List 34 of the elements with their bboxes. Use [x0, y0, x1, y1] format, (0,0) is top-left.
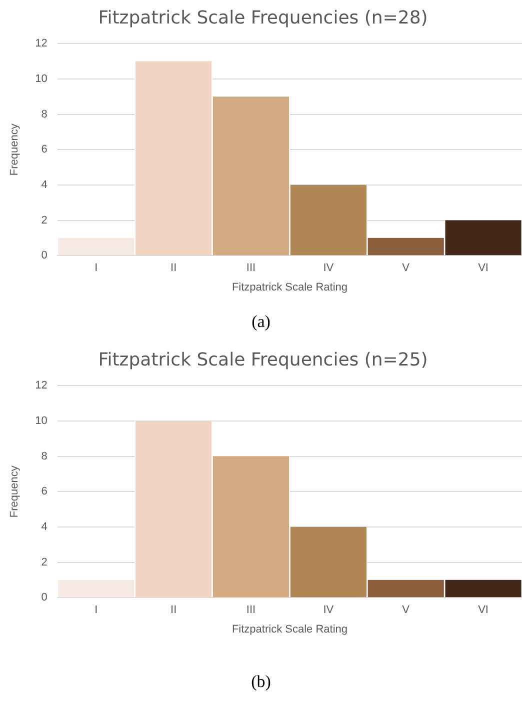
chart-title: Fitzpatrick Scale Frequencies (n=28) — [98, 7, 428, 28]
x-tick-label: IV — [323, 262, 334, 274]
x-tick-label: III — [246, 262, 256, 274]
y-tick-label: 10 — [35, 72, 48, 85]
y-tick-label: 6 — [41, 144, 48, 156]
y-tick-label: 2 — [41, 556, 48, 568]
x-tick-label: III — [246, 604, 256, 616]
y-tick-label: 4 — [41, 520, 48, 533]
y-axis-title: Frequency — [8, 123, 21, 176]
y-tick-label: 8 — [41, 108, 48, 120]
y-axis-title: Frequency — [8, 465, 21, 518]
y-tick-label: 0 — [41, 250, 48, 262]
y-tick-label: 0 — [41, 592, 48, 604]
y-tick-label: 12 — [35, 38, 48, 50]
x-tick-label: V — [402, 262, 410, 274]
y-tick-label: 2 — [41, 214, 48, 226]
text: (a) — [250, 311, 272, 333]
y-tick-label: 8 — [41, 450, 48, 462]
y-tick-label: 4 — [41, 178, 48, 191]
x-axis-title: Fitzpatrick Scale Rating — [232, 281, 348, 294]
x-tick-label: IV — [323, 604, 334, 616]
chart-title: Fitzpatrick Scale Frequencies (n=25) — [98, 349, 428, 370]
x-tick-label: II — [170, 604, 177, 616]
y-tick-label: 12 — [35, 380, 48, 392]
x-tick-label: VI — [478, 262, 488, 274]
x-tick-label: II — [170, 262, 177, 274]
x-tick-label: I — [94, 604, 98, 616]
x-tick-label: V — [402, 604, 410, 616]
x-tick-label: I — [94, 262, 98, 274]
x-tick-label: VI — [478, 604, 488, 616]
x-axis-title: Fitzpatrick Scale Rating — [232, 623, 348, 636]
y-tick-label: 6 — [41, 486, 48, 498]
y-tick-label: 10 — [35, 414, 48, 427]
text: (b) — [250, 671, 272, 693]
